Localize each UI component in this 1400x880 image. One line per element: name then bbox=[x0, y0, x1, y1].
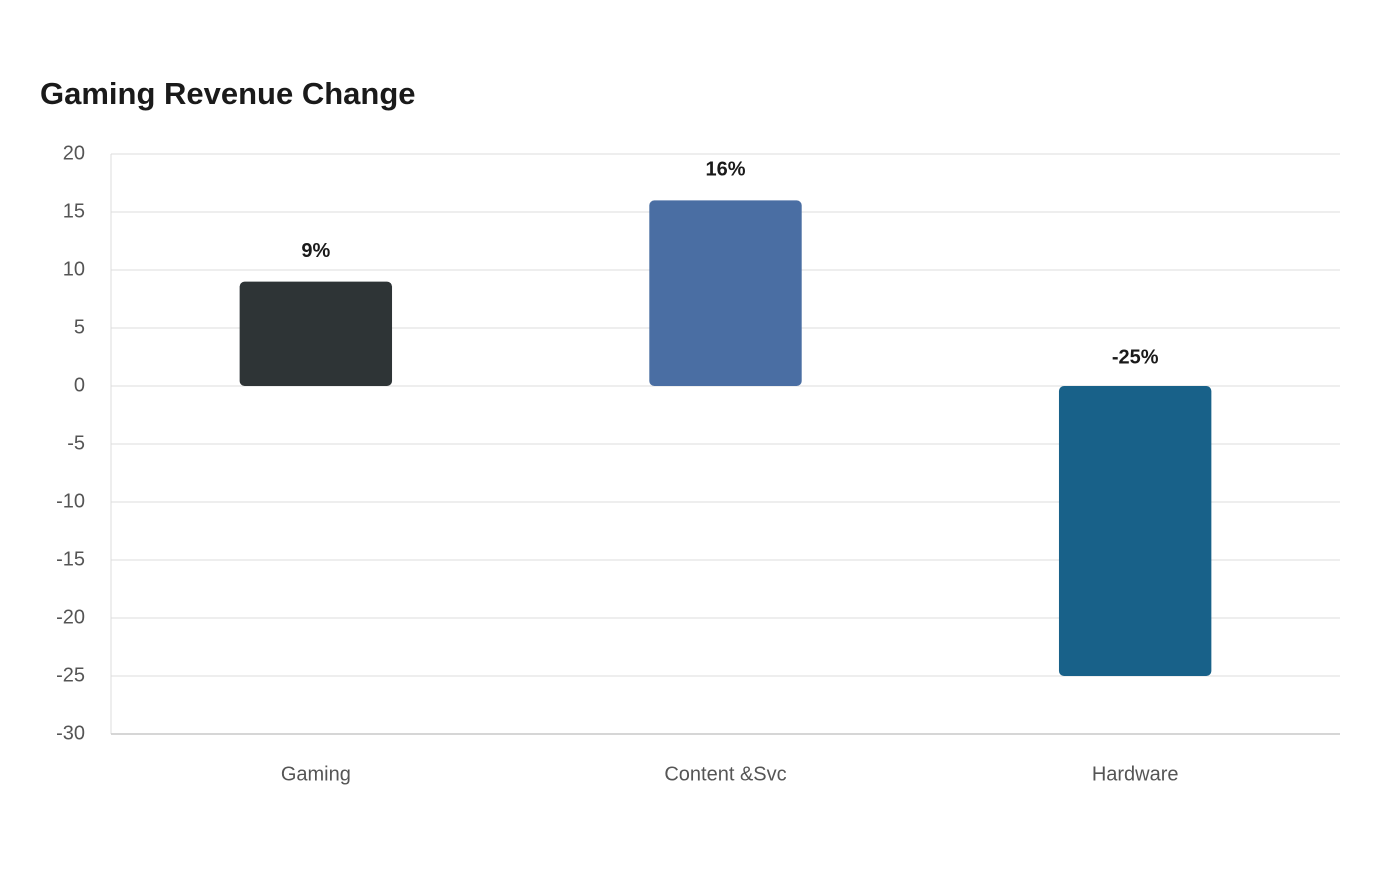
bar bbox=[239, 281, 393, 386]
y-tick-label: -10 bbox=[56, 490, 85, 512]
bar bbox=[649, 200, 802, 386]
y-tick-label: 15 bbox=[63, 200, 85, 222]
y-tick-label: 20 bbox=[63, 142, 85, 164]
value-label: 9% bbox=[301, 240, 330, 262]
x-tick-label: Gaming bbox=[281, 763, 351, 785]
y-tick-label: -5 bbox=[67, 432, 85, 454]
y-tick-label: 10 bbox=[63, 258, 85, 280]
chart-title: Gaming Revenue Change bbox=[40, 76, 416, 111]
y-tick-label: -30 bbox=[56, 722, 85, 744]
x-tick-label: Content &Svc bbox=[664, 763, 786, 785]
value-label: -25% bbox=[1112, 346, 1159, 368]
y-tick-label: -25 bbox=[56, 664, 85, 686]
y-tick-label: -15 bbox=[56, 548, 85, 570]
value-label: 16% bbox=[705, 159, 745, 181]
y-tick-label: -20 bbox=[56, 606, 85, 628]
y-tick-label: 0 bbox=[74, 374, 85, 396]
y-tick-label: 5 bbox=[74, 316, 85, 338]
bar bbox=[1058, 386, 1212, 676]
x-tick-label: Hardware bbox=[1092, 763, 1179, 785]
